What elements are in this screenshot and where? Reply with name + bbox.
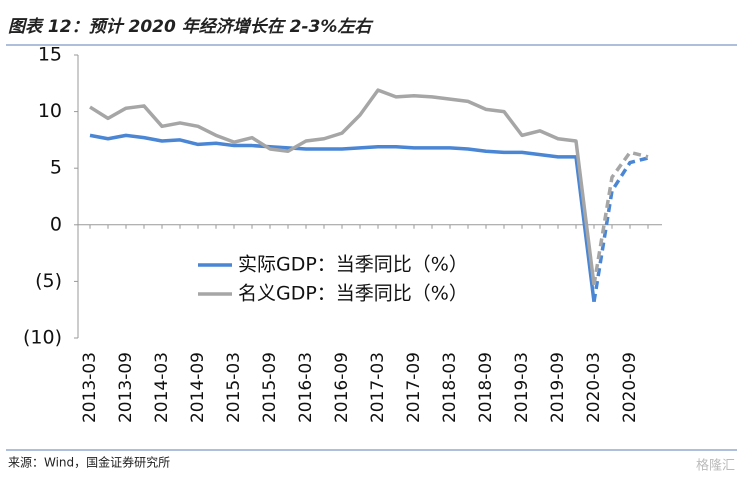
legend-label: 实际GDP：当季同比（%） <box>238 254 468 276</box>
y-tick-label: (10) <box>23 327 62 349</box>
x-tick-label: 2020-09 <box>620 352 640 423</box>
chart-title: 图表 12：预计 2020 年经济增长在 2-3%左右 <box>8 17 374 37</box>
x-tick-label: 2013-09 <box>116 352 136 423</box>
x-tick-label: 2015-09 <box>260 352 280 423</box>
y-tick-label: 10 <box>38 100 62 122</box>
series-line <box>89 133 596 302</box>
forecast-line <box>592 156 649 303</box>
x-tick-label: 2014-03 <box>152 352 172 423</box>
x-tick-label: 2017-03 <box>368 352 388 423</box>
y-tick-label: 5 <box>50 157 62 179</box>
y-tick-label: 15 <box>38 44 62 66</box>
x-tick-label: 2018-03 <box>440 352 460 423</box>
x-tick-label: 2019-03 <box>512 352 532 423</box>
y-tick-label: (5) <box>35 270 62 292</box>
x-tick-label: 2014-09 <box>188 352 208 423</box>
forecast-line <box>592 150 649 286</box>
x-tick-label: 2015-03 <box>224 352 244 423</box>
source: 来源：Wind，国金证券研究所 <box>8 455 170 470</box>
x-tick-label: 2018-09 <box>476 352 496 423</box>
x-tick-label: 2017-09 <box>404 352 424 423</box>
x-tick-label: 2016-03 <box>296 352 316 423</box>
y-tick-label: 0 <box>50 213 62 235</box>
watermark: 格隆汇 <box>696 458 735 474</box>
x-tick-label: 2016-09 <box>332 352 352 423</box>
x-tick-label: 2013-03 <box>80 352 100 423</box>
x-tick-label: 2019-09 <box>548 352 568 423</box>
x-tick-label: 2020-03 <box>584 352 604 423</box>
series-line <box>89 88 596 286</box>
legend-label: 名义GDP：当季同比（%） <box>238 283 468 305</box>
